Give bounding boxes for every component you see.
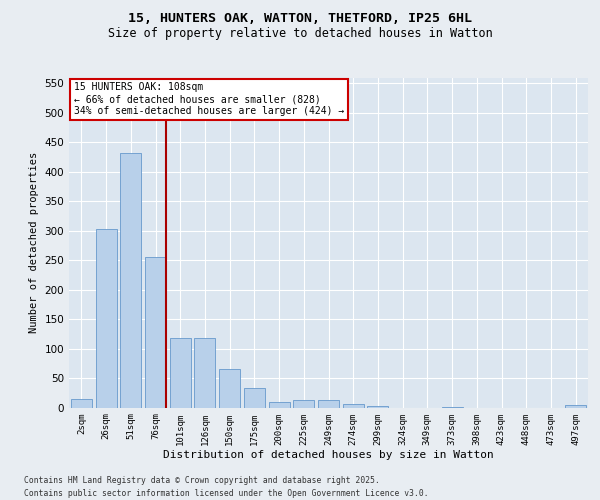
Bar bbox=[244, 388, 265, 407]
Bar bbox=[120, 153, 141, 407]
Bar bbox=[71, 398, 92, 407]
Bar bbox=[194, 338, 215, 407]
Bar bbox=[293, 400, 314, 407]
Y-axis label: Number of detached properties: Number of detached properties bbox=[29, 152, 39, 333]
Bar bbox=[343, 404, 364, 407]
Bar bbox=[269, 402, 290, 407]
Text: Contains public sector information licensed under the Open Government Licence v3: Contains public sector information licen… bbox=[24, 489, 428, 498]
Bar bbox=[219, 369, 240, 408]
Text: 15 HUNTERS OAK: 108sqm
← 66% of detached houses are smaller (828)
34% of semi-de: 15 HUNTERS OAK: 108sqm ← 66% of detached… bbox=[74, 82, 344, 116]
Bar bbox=[170, 338, 191, 407]
Bar bbox=[318, 400, 339, 407]
X-axis label: Distribution of detached houses by size in Watton: Distribution of detached houses by size … bbox=[163, 450, 494, 460]
Bar bbox=[95, 229, 116, 408]
Text: 15, HUNTERS OAK, WATTON, THETFORD, IP25 6HL: 15, HUNTERS OAK, WATTON, THETFORD, IP25 … bbox=[128, 12, 472, 26]
Text: Contains HM Land Registry data © Crown copyright and database right 2025.: Contains HM Land Registry data © Crown c… bbox=[24, 476, 380, 485]
Text: Size of property relative to detached houses in Watton: Size of property relative to detached ho… bbox=[107, 28, 493, 40]
Bar bbox=[565, 405, 586, 407]
Bar bbox=[442, 407, 463, 408]
Bar bbox=[145, 257, 166, 408]
Bar bbox=[367, 406, 388, 408]
